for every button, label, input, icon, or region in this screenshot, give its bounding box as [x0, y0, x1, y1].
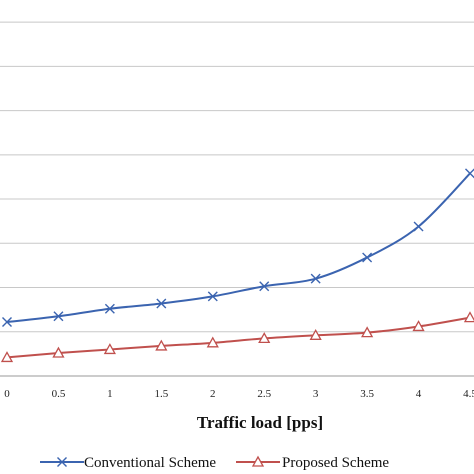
data-point	[206, 336, 219, 348]
gridlines	[0, 21, 474, 333]
legend: Conventional Scheme Proposed Scheme	[40, 455, 389, 471]
x-tick-label: 3.5	[360, 388, 374, 400]
legend-marker	[251, 455, 265, 467]
data-point	[104, 303, 115, 314]
x-tick-label: 4.5	[463, 388, 474, 400]
legend-item: Conventional Scheme	[40, 455, 216, 471]
legend-item: Proposed Scheme	[236, 455, 389, 471]
data-point	[465, 168, 474, 179]
x-tick-label: 4	[416, 388, 422, 400]
x-tick-label: 2.5	[257, 388, 271, 400]
data-point	[2, 317, 12, 328]
series-line	[6, 316, 471, 359]
data-point	[362, 252, 373, 263]
legend-marker	[57, 457, 67, 467]
x-tick-labels: 0 0.5 1 1.5 2 2.5 3 3.5 4 4.5	[4, 388, 474, 400]
x-tick-label: 1	[107, 388, 113, 400]
data-point	[413, 221, 424, 232]
data-point	[53, 311, 64, 322]
data-point	[103, 343, 116, 355]
data-point	[0, 351, 14, 363]
series-proposed	[0, 311, 474, 363]
data-point	[463, 311, 474, 323]
data-point	[310, 273, 321, 284]
series-line	[6, 172, 471, 324]
x-tick-label: 3	[313, 388, 319, 400]
data-point	[412, 320, 425, 332]
x-tick-label: 0	[4, 388, 10, 400]
x-tick-label: 1.5	[154, 388, 168, 400]
data-point	[309, 328, 322, 340]
data-point	[156, 298, 167, 309]
plot-area	[0, 168, 474, 363]
x-tick-label: 2	[210, 388, 216, 400]
data-point	[155, 339, 168, 351]
series-conventional	[2, 168, 474, 328]
data-point	[207, 291, 218, 302]
data-point	[52, 346, 65, 358]
data-point	[259, 281, 270, 292]
legend-label: Proposed Scheme	[282, 455, 389, 471]
legend-label: Conventional Scheme	[84, 455, 216, 471]
x-axis-title: Traffic load [pps]	[197, 413, 323, 432]
data-point	[361, 326, 374, 338]
data-point	[258, 332, 271, 344]
x-tick-label: 0.5	[52, 388, 66, 400]
